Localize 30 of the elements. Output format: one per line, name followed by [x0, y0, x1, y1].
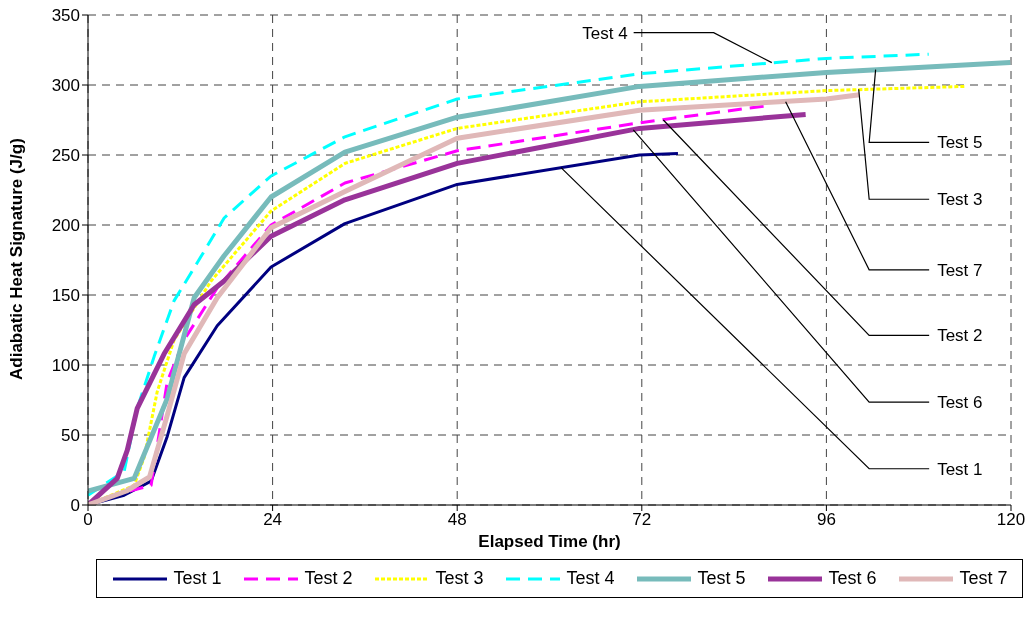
x-tick-label: 96	[816, 510, 836, 530]
legend-label: Test 7	[959, 568, 1008, 589]
annotation: Test 7	[937, 260, 983, 280]
x-tick-label: 120	[996, 510, 1026, 530]
y-tick-label: 0	[70, 496, 80, 516]
legend-label: Test 6	[828, 568, 877, 589]
annotation: Test 2	[937, 326, 983, 346]
y-tick-label: 100	[51, 356, 80, 376]
y-tick-label: 150	[51, 286, 80, 306]
y-tick-label: 250	[51, 146, 80, 166]
x-tick-label: 0	[83, 510, 93, 530]
x-axis-title: Elapsed Time (hr)	[478, 532, 621, 551]
annotation: Test 1	[937, 459, 983, 479]
legend-label: Test 5	[697, 568, 746, 589]
y-tick-label: 200	[51, 216, 80, 236]
legend-label: Test 1	[173, 568, 222, 589]
annotation: Test 3	[937, 190, 983, 210]
legend-label: Test 3	[435, 568, 484, 589]
legend-label: Test 2	[304, 568, 353, 589]
legend-label: Test 4	[566, 568, 615, 589]
x-tick-label: 24	[263, 510, 283, 530]
annotation: Test 6	[937, 393, 983, 413]
annotation: Test 5	[937, 133, 983, 153]
x-tick-label: 72	[632, 510, 652, 530]
x-tick-label: 48	[447, 510, 467, 530]
y-tick-label: 50	[61, 426, 80, 446]
y-tick-label: 300	[51, 76, 80, 96]
y-axis-title: Adiabatic Heat Signature (J/g)	[7, 138, 27, 380]
annotation: Test 4	[582, 23, 628, 43]
y-tick-label: 350	[51, 6, 80, 26]
